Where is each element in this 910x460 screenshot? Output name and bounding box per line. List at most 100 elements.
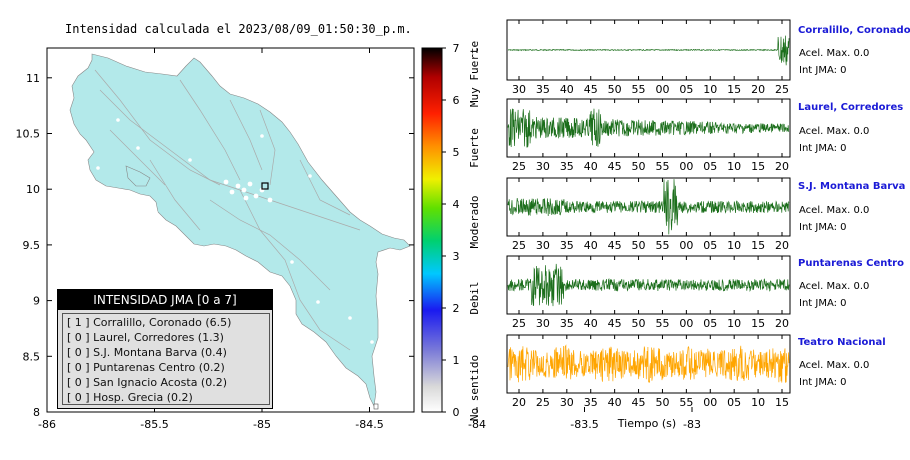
- time-tick-label: 35: [560, 160, 574, 173]
- colorbar-tick-label: 5: [453, 146, 460, 159]
- x-axis-label: Tiempo (s): [617, 417, 676, 430]
- time-tick-label: 00: [703, 396, 717, 409]
- time-tick-label: 35: [560, 239, 574, 252]
- map-x-tick-label: -86: [38, 418, 56, 431]
- colorbar-label: Muy Fuerte: [468, 41, 481, 107]
- time-tick-label: 05: [703, 160, 717, 173]
- map-y-tick-label: 10.5: [16, 128, 41, 141]
- time-tick-label: 50: [632, 239, 646, 252]
- colorbar-tick-label: 1: [453, 354, 460, 367]
- time-tick-label: 50: [632, 160, 646, 173]
- time-tick-label: 55: [655, 317, 669, 330]
- roads-network: [94, 69, 361, 351]
- time-tick-label: 10: [727, 317, 741, 330]
- map-y-tick-label: 8: [33, 406, 40, 419]
- time-tick-label: 45: [608, 317, 622, 330]
- colorbar-tick-label: 6: [453, 94, 460, 107]
- station-jma: Int JMA: 0: [799, 65, 847, 76]
- time-tick-label: 35: [560, 317, 574, 330]
- time-tick-label: 35: [536, 83, 550, 96]
- station-name: Laurel, Corredores: [798, 102, 904, 113]
- time-tick-label: 05: [679, 83, 693, 96]
- time-tick-label: 00: [679, 317, 693, 330]
- time-tick-label: 45: [608, 239, 622, 252]
- time-tick-label: 50: [632, 317, 646, 330]
- station-name: Puntarenas Centro: [798, 258, 904, 269]
- waveform-trace: [507, 35, 790, 66]
- legend-item: [ 1 ] Corralillo, Coronado (6.5): [67, 316, 232, 329]
- time-tick-label: 25: [512, 160, 526, 173]
- map-y-axis: 8 8.5 9 9.5 10 10.5 11: [16, 72, 414, 419]
- time-tick-label: 25: [512, 317, 526, 330]
- time-tick-label: 35: [584, 396, 598, 409]
- colorbar-label: No sentido: [468, 355, 481, 421]
- time-tick-label: 45: [608, 160, 622, 173]
- time-tick-label: 45: [584, 83, 598, 96]
- legend-item: [ 0 ] Hosp. Grecia (0.2): [67, 391, 193, 404]
- time-tick-label: 30: [560, 396, 574, 409]
- map-x-axis: -86 -85.5 -85 -84.5 -84 -83.5 -83: [38, 48, 701, 431]
- colorbar-label: Moderado: [468, 196, 481, 249]
- station-jma: Int JMA: 0: [799, 143, 847, 154]
- map-x-tick-label: -83: [683, 418, 701, 431]
- time-tick-label: 15: [727, 83, 741, 96]
- time-tick-label: 15: [775, 396, 789, 409]
- waveform-trace: [507, 344, 790, 383]
- map-y-tick-label: 11: [26, 72, 40, 85]
- time-tick-label: 25: [775, 83, 789, 96]
- map-y-tick-label: 9: [33, 295, 40, 308]
- time-tick-label: 55: [679, 396, 693, 409]
- time-tick-label: 50: [655, 396, 669, 409]
- time-tick-label: 25: [536, 396, 550, 409]
- station-accel: Acel. Max. 0.0: [799, 48, 870, 59]
- intensity-legend: INTENSIDAD JMA [0 a 7] [ 1 ] Corralillo,…: [57, 289, 273, 409]
- map-y-tick-label: 10: [26, 183, 40, 196]
- waveform-panel: 25 30 35 40 45 50 55 00 05 10 15 20: [506, 177, 791, 252]
- station-name: Teatro Nacional: [798, 337, 886, 348]
- station-jma: Int JMA: 0: [799, 222, 847, 233]
- station-accel: Acel. Max. 0.0: [799, 205, 870, 216]
- time-tick-label: 40: [584, 160, 598, 173]
- chart-title: Intensidad calculada el 2023/08/09_01:50…: [65, 22, 412, 36]
- station-jma: Int JMA: 0: [799, 377, 847, 388]
- time-tick-label: 40: [584, 317, 598, 330]
- waveform-trace: [507, 108, 790, 148]
- map-y-tick-label: 9.5: [23, 239, 41, 252]
- time-tick-label: 00: [679, 239, 693, 252]
- map-x-tick-label: -84: [468, 418, 486, 431]
- time-tick-label: 20: [775, 317, 789, 330]
- time-tick-label: 10: [727, 239, 741, 252]
- time-tick-label: 40: [584, 239, 598, 252]
- time-tick-label: 25: [512, 239, 526, 252]
- time-tick-label: 05: [703, 317, 717, 330]
- time-tick-label: 00: [655, 83, 669, 96]
- epicenter-marker: [261, 182, 269, 190]
- colorbar-tick-label: 0: [453, 406, 460, 419]
- station-dots: [96, 118, 374, 344]
- legend-item: [ 0 ] Laurel, Corredores (1.3): [67, 331, 224, 344]
- station-accel: Acel. Max. 0.0: [799, 360, 870, 371]
- time-tick-label: 50: [608, 83, 622, 96]
- time-tick-label: 10: [727, 160, 741, 173]
- map-x-tick-label: -83.5: [570, 418, 598, 431]
- time-tick-label: 10: [751, 396, 765, 409]
- costa-rica-landmass: [69, 53, 411, 407]
- station-accel: Acel. Max. 0.0: [799, 281, 870, 292]
- waveform-trace: [507, 179, 790, 235]
- map-x-tick-label: -85.5: [140, 418, 168, 431]
- colorbar-tick-label: 7: [453, 42, 460, 55]
- legend-item: [ 0 ] S.J. Montana Barva (0.4): [67, 346, 227, 359]
- time-tick-label: 20: [775, 160, 789, 173]
- legend-list: [ 1 ] Corralillo, Coronado (6.5) [ 0 ] L…: [62, 313, 270, 405]
- legend-item: [ 0 ] Puntarenas Centro (0.2): [67, 361, 225, 374]
- time-tick-label: 55: [655, 239, 669, 252]
- colorbar-tick-label: 4: [453, 198, 460, 211]
- time-tick-label: 45: [632, 396, 646, 409]
- time-tick-label: 40: [560, 83, 574, 96]
- station-name: S.J. Montana Barva: [798, 181, 906, 192]
- waveform-panel: 30 35 40 45 50 55 00 05 10 15 20 25: [506, 19, 791, 96]
- waveform-panel: 25 30 35 40 45 50 55 00 05 10 15 20: [506, 255, 791, 330]
- map-x-tick-label: -84.5: [355, 418, 383, 431]
- station-accel: Acel. Max. 0.0: [799, 126, 870, 137]
